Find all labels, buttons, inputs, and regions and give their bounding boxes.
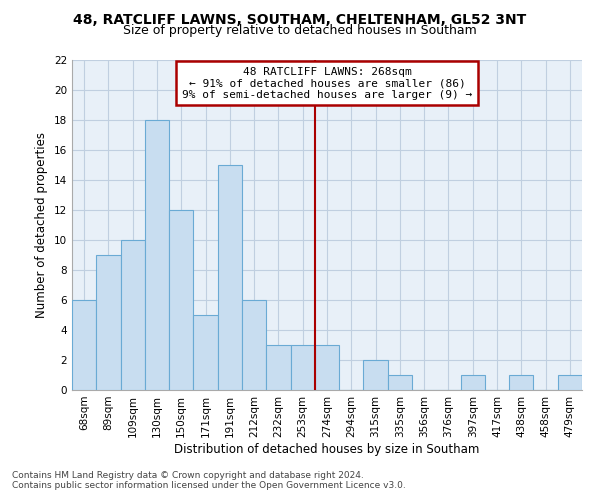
- Bar: [558, 375, 582, 390]
- Text: Size of property relative to detached houses in Southam: Size of property relative to detached ho…: [123, 24, 477, 37]
- Text: Contains public sector information licensed under the Open Government Licence v3: Contains public sector information licen…: [12, 481, 406, 490]
- X-axis label: Distribution of detached houses by size in Southam: Distribution of detached houses by size …: [175, 442, 479, 456]
- Bar: [218, 165, 242, 390]
- Bar: [388, 375, 412, 390]
- Bar: [290, 345, 315, 390]
- Bar: [169, 210, 193, 390]
- Bar: [145, 120, 169, 390]
- Bar: [461, 375, 485, 390]
- Text: Contains HM Land Registry data © Crown copyright and database right 2024.: Contains HM Land Registry data © Crown c…: [12, 471, 364, 480]
- Bar: [242, 300, 266, 390]
- Bar: [121, 240, 145, 390]
- Bar: [509, 375, 533, 390]
- Bar: [266, 345, 290, 390]
- Bar: [364, 360, 388, 390]
- Bar: [96, 255, 121, 390]
- Bar: [315, 345, 339, 390]
- Y-axis label: Number of detached properties: Number of detached properties: [35, 132, 49, 318]
- Bar: [72, 300, 96, 390]
- Text: 48 RATCLIFF LAWNS: 268sqm
← 91% of detached houses are smaller (86)
9% of semi-d: 48 RATCLIFF LAWNS: 268sqm ← 91% of detac…: [182, 66, 472, 100]
- Bar: [193, 315, 218, 390]
- Text: 48, RATCLIFF LAWNS, SOUTHAM, CHELTENHAM, GL52 3NT: 48, RATCLIFF LAWNS, SOUTHAM, CHELTENHAM,…: [73, 12, 527, 26]
